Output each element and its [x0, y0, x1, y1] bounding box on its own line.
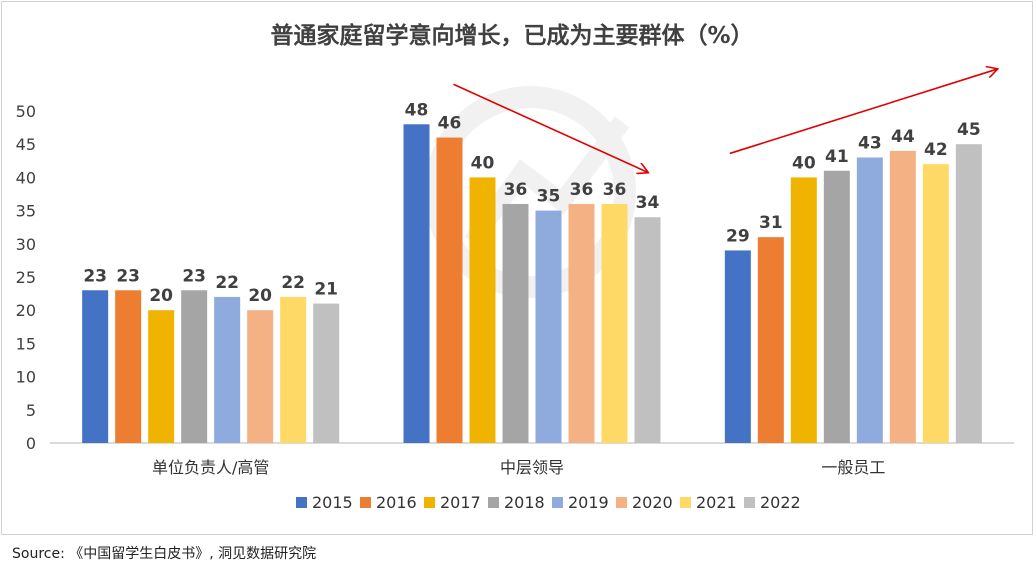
bar-2020-2: [889, 150, 916, 443]
data-label: 20: [248, 286, 272, 306]
bar-2021-1: [601, 203, 628, 443]
legend-item-2016: 2016: [376, 493, 417, 512]
data-label: 21: [314, 280, 338, 300]
bar-2019-0: [214, 296, 241, 443]
bar-2020-1: [568, 203, 595, 443]
legend-swatch: [744, 497, 755, 508]
legend-item-2021: 2021: [696, 493, 737, 512]
chart-title: 普通家庭留学意向增长，已成为主要群体（%）: [270, 22, 753, 49]
y-tick-label: 10: [16, 368, 36, 387]
bar-2016-0: [115, 290, 142, 443]
data-label: 41: [825, 147, 849, 167]
legend-item-2020: 2020: [632, 493, 673, 512]
data-label: 23: [182, 266, 206, 286]
data-label: 36: [504, 180, 528, 200]
bar-2015-1: [403, 124, 430, 443]
bar-2020-0: [247, 310, 274, 443]
data-label: 22: [281, 273, 305, 293]
data-label: 36: [570, 180, 594, 200]
data-label: 40: [792, 153, 816, 173]
legend-item-2019: 2019: [568, 493, 609, 512]
trend-arrow-down: [453, 83, 648, 172]
bar-2018-2: [823, 170, 850, 443]
y-tick-label: 15: [16, 334, 36, 353]
data-label: 46: [438, 114, 462, 134]
data-label: 20: [149, 286, 173, 306]
bar-2019-2: [856, 157, 883, 444]
bar-2016-2: [757, 237, 784, 443]
legend-item-2015: 2015: [312, 493, 353, 512]
y-tick-label: 25: [16, 268, 36, 287]
legend-swatch: [552, 497, 563, 508]
y-tick-label: 40: [16, 168, 36, 187]
bar-2017-2: [790, 177, 817, 443]
bar-2022-1: [634, 217, 661, 443]
data-label: 45: [957, 120, 981, 140]
watermark: [424, 86, 636, 298]
data-label: 31: [759, 213, 783, 233]
legend-swatch: [360, 497, 371, 508]
y-tick-label: 0: [26, 434, 36, 453]
bar-2018-1: [502, 203, 529, 443]
legend-swatch: [488, 497, 499, 508]
bar-2016-1: [436, 137, 463, 443]
data-label: 35: [537, 187, 561, 207]
data-label: 44: [891, 127, 915, 147]
data-label: 43: [858, 133, 882, 153]
data-label: 29: [726, 226, 750, 246]
bar-2017-1: [469, 177, 496, 443]
legend-swatch: [424, 497, 435, 508]
data-label: 36: [603, 180, 627, 200]
bar-2022-0: [313, 303, 340, 443]
source-note: Source: 《中国留学生白皮书》, 洞见数据研究院: [12, 546, 317, 562]
bar-2019-1: [535, 210, 562, 443]
legend-item-2022: 2022: [760, 493, 801, 512]
data-label: 34: [636, 193, 660, 213]
bar-2021-2: [922, 164, 949, 443]
data-label: 42: [924, 140, 948, 160]
y-tick-label: 50: [16, 102, 36, 121]
legend-item-2017: 2017: [440, 493, 481, 512]
trend-arrow-up: [729, 69, 997, 155]
data-label: 22: [215, 273, 239, 293]
x-category-label: 一般员工: [821, 458, 885, 477]
chart-frame: 普通家庭留学意向增长，已成为主要群体（%） 0 5 10 15 20 25 30 35 40 45…: [1, 1, 1033, 535]
x-category-label: 中层领导: [500, 458, 564, 477]
bar-2015-2: [724, 250, 751, 443]
bar-2021-0: [280, 296, 307, 443]
y-tick-label: 20: [16, 301, 36, 320]
legend-swatch: [616, 497, 627, 508]
bar-chart: 普通家庭留学意向增长，已成为主要群体（%） 0 5 10 15 20 25 30 35 40 45…: [16, 22, 1014, 512]
bar-2017-0: [148, 310, 175, 443]
data-label: 40: [471, 153, 495, 173]
data-label: 23: [83, 266, 107, 286]
legend-item-2018: 2018: [504, 493, 545, 512]
legend-swatch: [296, 497, 307, 508]
data-label: 48: [405, 100, 429, 120]
legend-swatch: [680, 497, 691, 508]
y-tick-label: 45: [16, 135, 36, 154]
bar-2015-0: [82, 290, 109, 443]
y-tick-label: 30: [16, 235, 36, 254]
y-tick-label: 35: [16, 202, 36, 221]
x-category-label: 单位负责人/高管: [152, 458, 269, 477]
data-label: 23: [116, 266, 140, 286]
bar-2018-0: [181, 290, 208, 443]
bar-2022-2: [955, 144, 982, 443]
y-tick-label: 5: [26, 401, 36, 420]
